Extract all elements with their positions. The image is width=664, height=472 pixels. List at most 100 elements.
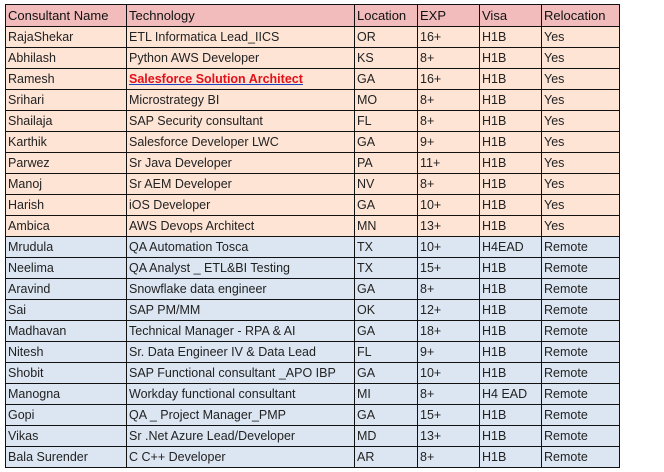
cell-location: FL — [354, 341, 418, 363]
cell-relocation: Yes — [541, 194, 620, 216]
cell-visa: H1B — [479, 26, 542, 48]
cell-visa: H4 EAD — [479, 383, 542, 405]
cell-technology: Sr .Net Azure Lead/Developer — [126, 425, 355, 447]
cell-technology: Python AWS Developer — [126, 47, 355, 69]
cell-exp: 18+ — [417, 320, 480, 342]
cell-exp: 15+ — [417, 257, 480, 279]
cell-exp: 12+ — [417, 299, 480, 321]
cell-technology: Salesforce Developer LWC — [126, 131, 355, 153]
cell-location: OR — [354, 26, 418, 48]
cell-visa: H1B — [479, 257, 542, 279]
table-row: Bala Surender C C++ Developer AR 8+ H1B Remot… — [5, 446, 620, 468]
cell-exp: 10+ — [417, 236, 480, 258]
table-row: Mrudula QA Automation Tosca TX 10+ H4EAD Remo… — [5, 236, 620, 258]
table-row: Madhavan Technical Manager - RPA & AI GA 18… — [5, 320, 620, 342]
cell-exp: 8+ — [417, 110, 480, 132]
cell-location: GA — [354, 320, 418, 342]
cell-location: MN — [354, 215, 418, 237]
table-row: Vikas Sr .Net Azure Lead/Developer MD 13+ H1… — [5, 425, 620, 447]
cell-technology: Workday functional consultant — [126, 383, 355, 405]
cell-location: GA — [354, 404, 418, 426]
cell-relocation: Yes — [541, 110, 620, 132]
cell-exp: 8+ — [417, 446, 480, 468]
cell-exp: 11+ — [417, 152, 480, 174]
cell-name: Sai — [5, 299, 127, 321]
table-row: Ambica AWS Devops Architect MN 13+ H1B Yes — [5, 215, 620, 237]
cell-visa: H1B — [479, 68, 542, 90]
cell-technology: Technical Manager - RPA & AI — [126, 320, 355, 342]
cell-name: Manogna — [5, 383, 127, 405]
cell-name: Vikas — [5, 425, 127, 447]
cell-visa: H4EAD — [479, 236, 542, 258]
cell-visa: H1B — [479, 152, 542, 174]
cell-name: Ramesh — [5, 68, 127, 90]
cell-exp: 10+ — [417, 362, 480, 384]
cell-name: Harish — [5, 194, 127, 216]
table-row: Shobit SAP Functional consultant _APO IBP… — [5, 362, 620, 384]
cell-exp: 10+ — [417, 194, 480, 216]
header-visa: Visa — [479, 4, 542, 27]
cell-technology: C C++ Developer — [126, 446, 355, 468]
cell-exp: 8+ — [417, 89, 480, 111]
cell-technology: SAP PM/MM — [126, 299, 355, 321]
cell-relocation: Remote — [541, 362, 620, 384]
highlighted-technology-link[interactable]: Salesforce Solution Architect — [129, 72, 303, 86]
cell-technology: QA Analyst _ ETL&BI Testing — [126, 257, 355, 279]
cell-technology: Microstrategy BI — [126, 89, 355, 111]
cell-location: MD — [354, 425, 418, 447]
cell-relocation: Remote — [541, 446, 620, 468]
cell-name: Parwez — [5, 152, 127, 174]
cell-location: AR — [354, 446, 418, 468]
cell-technology: Sr Java Developer — [126, 152, 355, 174]
cell-exp: 8+ — [417, 278, 480, 300]
table-row: Neelima QA Analyst _ ETL&BI Testing TX 15+ H… — [5, 257, 620, 279]
cell-location: MO — [354, 89, 418, 111]
cell-name: Srihari — [5, 89, 127, 111]
table-row: Ramesh Salesforce Solution Architect GA 16+… — [5, 68, 620, 90]
header-location: Location — [354, 4, 418, 27]
cell-location: KS — [354, 47, 418, 69]
table-row: Sai SAP PM/MM OK 12+ H1B Remote — [5, 299, 620, 321]
cell-location: PA — [354, 152, 418, 174]
cell-technology: SAP Functional consultant _APO IBP — [126, 362, 355, 384]
cell-relocation: Yes — [541, 89, 620, 111]
cell-visa: H1B — [479, 299, 542, 321]
cell-exp: 13+ — [417, 215, 480, 237]
cell-exp: 9+ — [417, 131, 480, 153]
cell-visa: H1B — [479, 215, 542, 237]
cell-visa: H1B — [479, 110, 542, 132]
cell-name: Karthik — [5, 131, 127, 153]
cell-visa: H1B — [479, 425, 542, 447]
cell-relocation: Remote — [541, 236, 620, 258]
cell-name: Aravind — [5, 278, 127, 300]
table-row: Harish iOS Developer GA 10+ H1B Yes — [5, 194, 620, 216]
table-row: Karthik Salesforce Developer LWC GA 9+ H1B Ye… — [5, 131, 620, 153]
table-row: RajaShekar ETL Informatica Lead_IICS OR 16+… — [5, 26, 620, 48]
cell-relocation: Remote — [541, 257, 620, 279]
cell-name: Mrudula — [5, 236, 127, 258]
cell-visa: H1B — [479, 47, 542, 69]
cell-name: Shobit — [5, 362, 127, 384]
cell-relocation: Remote — [541, 320, 620, 342]
cell-name: Shailaja — [5, 110, 127, 132]
cell-visa: H1B — [479, 446, 542, 468]
header-relocation: Relocation — [541, 4, 620, 27]
cell-visa: H1B — [479, 341, 542, 363]
cell-name: Nitesh — [5, 341, 127, 363]
cell-exp: 9+ — [417, 341, 480, 363]
cell-name: Madhavan — [5, 320, 127, 342]
cell-technology: QA Automation Tosca — [126, 236, 355, 258]
cell-relocation: Yes — [541, 68, 620, 90]
header-exp: EXP — [417, 4, 480, 27]
cell-visa: H1B — [479, 173, 542, 195]
header-technology: Technology — [126, 4, 355, 27]
cell-relocation: Remote — [541, 383, 620, 405]
table-row: Gopi QA _ Project Manager_PMP GA 15+ H1B Remo… — [5, 404, 620, 426]
cell-relocation: Yes — [541, 26, 620, 48]
table-body: RajaShekar ETL Informatica Lead_IICS OR 16+… — [5, 26, 620, 468]
cell-location: GA — [354, 194, 418, 216]
cell-exp: 8+ — [417, 173, 480, 195]
cell-visa: H1B — [479, 320, 542, 342]
cell-technology: Sr AEM Developer — [126, 173, 355, 195]
table-row: Shailaja SAP Security consultant FL 8+ H1B Ye… — [5, 110, 620, 132]
